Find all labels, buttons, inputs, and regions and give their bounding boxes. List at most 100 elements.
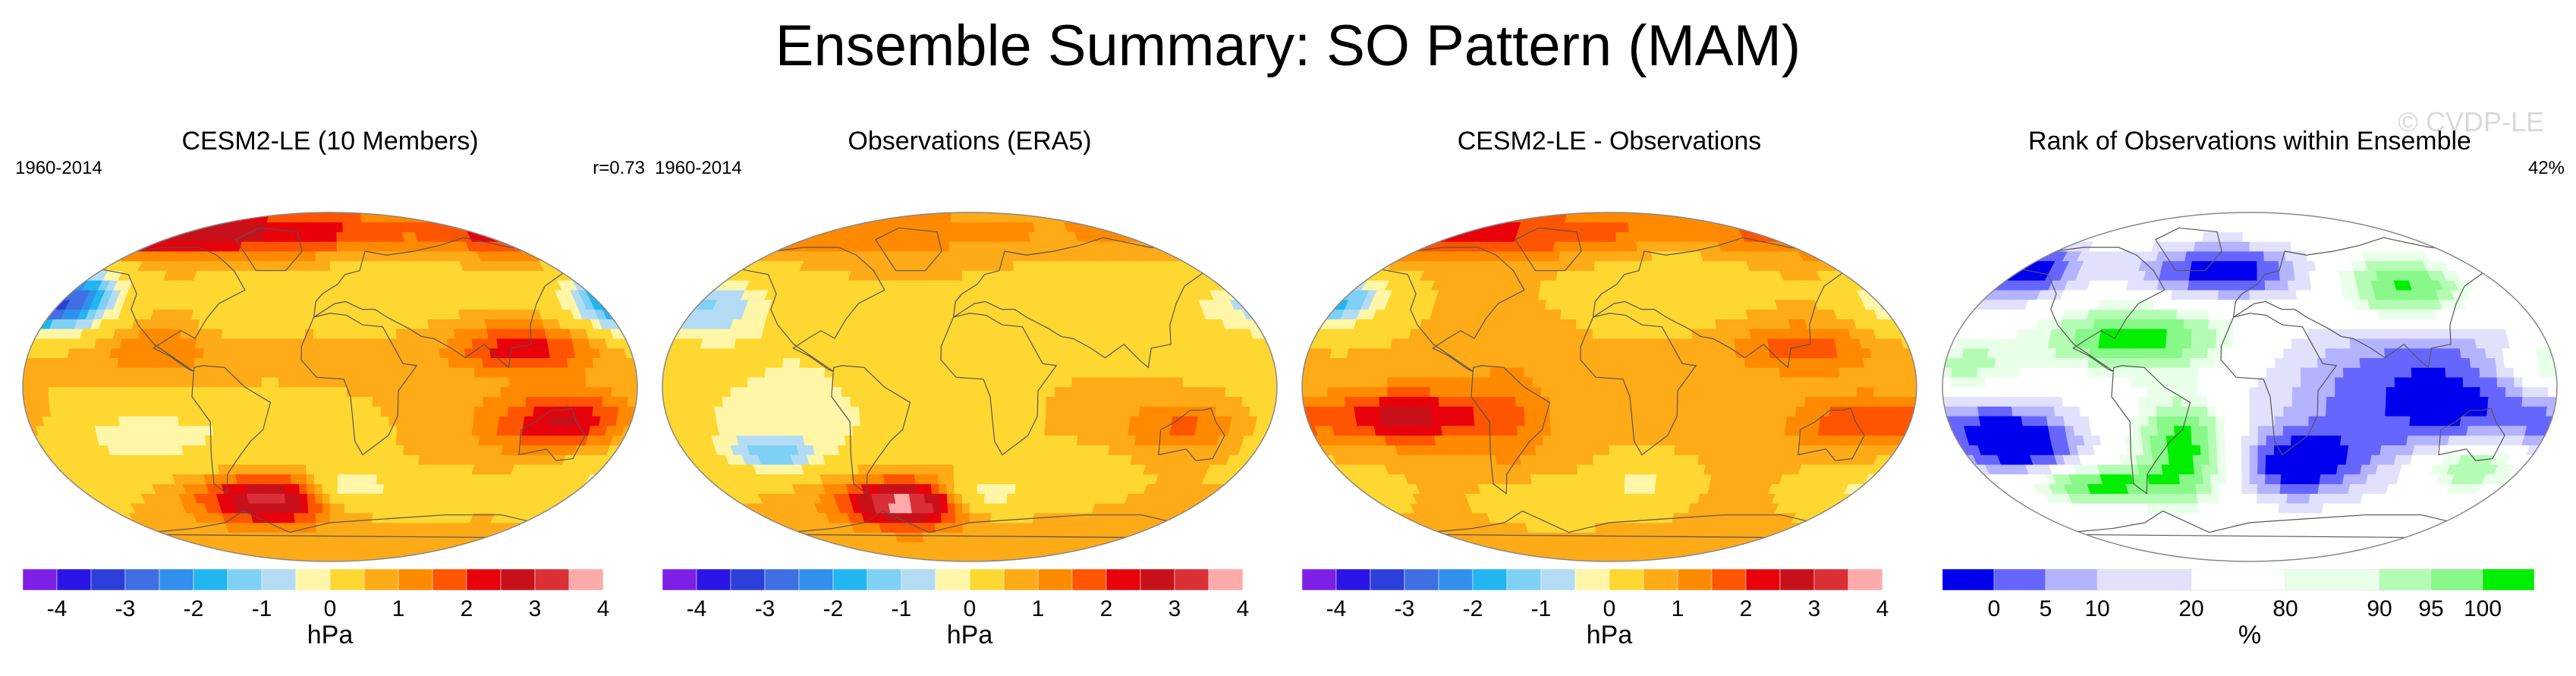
colorbar-swatch: [466, 569, 502, 591]
field-cell: [287, 396, 297, 407]
field-cell: [305, 299, 315, 310]
field-cell: [48, 386, 58, 398]
field-cell: [1224, 367, 1235, 378]
field-cell: [372, 416, 382, 426]
field-cell: [499, 396, 510, 407]
field-cell: [977, 445, 987, 455]
field-cell: [897, 299, 907, 310]
field-cell: [363, 416, 373, 426]
field-cell: [961, 280, 970, 291]
field-cell: [262, 357, 272, 368]
field-cell: [362, 319, 372, 329]
field-cell: [323, 212, 331, 223]
field-cell: [944, 357, 953, 368]
field-cell: [1003, 347, 1013, 358]
field-cell: [926, 357, 936, 368]
field-cell: [419, 445, 429, 455]
field-cell: [30, 386, 41, 398]
field-cell: [731, 406, 742, 417]
field-cell: [414, 367, 424, 378]
field-cell: [1120, 551, 1134, 561]
field-cell: [983, 241, 991, 252]
field-cell: [877, 435, 888, 445]
field-cell: [818, 338, 829, 349]
field-cell: [1071, 396, 1081, 407]
field-cell: [709, 250, 726, 262]
field-cell: [868, 338, 879, 349]
field-cell: [90, 396, 101, 407]
field-cell: [379, 338, 389, 349]
field-cell: [385, 299, 395, 310]
field-cell: [143, 347, 154, 358]
field-cell: [950, 551, 958, 561]
field-cell: [466, 396, 476, 407]
field-cell: [464, 416, 474, 426]
field-cell: [1129, 347, 1140, 358]
field-cell: [697, 396, 706, 407]
field-cell: [779, 542, 794, 552]
field-cell: [551, 376, 561, 388]
field-cell: [952, 329, 962, 339]
field-cell: [40, 357, 52, 368]
field-cell: [911, 425, 920, 436]
field-cell: [1231, 357, 1242, 368]
field-cell: [1102, 425, 1113, 436]
field-cell: [106, 512, 121, 524]
field-cell: [1158, 542, 1173, 552]
field-cell: [99, 522, 114, 533]
field-cell: [790, 396, 800, 407]
field-cell: [353, 464, 363, 475]
field-cell: [954, 483, 963, 494]
field-cell: [969, 270, 978, 281]
field-cell: [448, 396, 458, 407]
field-cell: [537, 542, 553, 552]
field-cell: [204, 435, 215, 445]
field-cell: [82, 386, 92, 398]
field-cell: [505, 542, 521, 552]
field-cell: [1028, 347, 1038, 358]
field-cell: [731, 241, 747, 252]
field-cell: [419, 319, 429, 329]
field-cell: [185, 357, 195, 368]
field-cell: [92, 250, 107, 262]
field-cell: [296, 416, 306, 426]
field-cell: [397, 406, 407, 417]
field-cell: [952, 406, 962, 417]
field-cell: [355, 357, 365, 368]
colorbar-tick-label: 1: [392, 596, 405, 621]
field-cell: [396, 425, 407, 436]
field-cell: [995, 386, 1005, 398]
field-cell: [679, 396, 690, 407]
field-cell: [278, 367, 288, 378]
field-cell: [532, 231, 548, 242]
field-cell: [467, 222, 481, 232]
field-cell: [1105, 406, 1115, 417]
field-cell: [299, 493, 309, 504]
field-cell: [1221, 503, 1237, 514]
field-cell: [885, 329, 896, 339]
field-cell: [1106, 386, 1115, 398]
field-cell: [961, 376, 970, 388]
field-cell: [854, 445, 864, 455]
field-cell: [851, 338, 862, 349]
field-cell: [860, 329, 871, 339]
field-cell: [1008, 289, 1018, 300]
field-cell: [526, 241, 541, 252]
field-cell: [730, 386, 740, 398]
field-cell: [398, 396, 407, 407]
field-cell: [429, 425, 440, 436]
field-cell: [84, 512, 100, 524]
field-cell: [994, 329, 1004, 339]
field-cell: [826, 347, 836, 358]
field-cell: [119, 231, 135, 242]
field-cell: [142, 376, 152, 388]
field-cell: [884, 396, 894, 407]
field-cell: [360, 289, 370, 300]
field-cell: [56, 376, 66, 388]
field-cell: [511, 222, 527, 232]
field-cell: [953, 464, 962, 475]
field-cell: [1102, 338, 1113, 349]
field-cell: [1156, 551, 1172, 561]
field-cell: [300, 503, 309, 514]
field-cell: [687, 376, 697, 388]
